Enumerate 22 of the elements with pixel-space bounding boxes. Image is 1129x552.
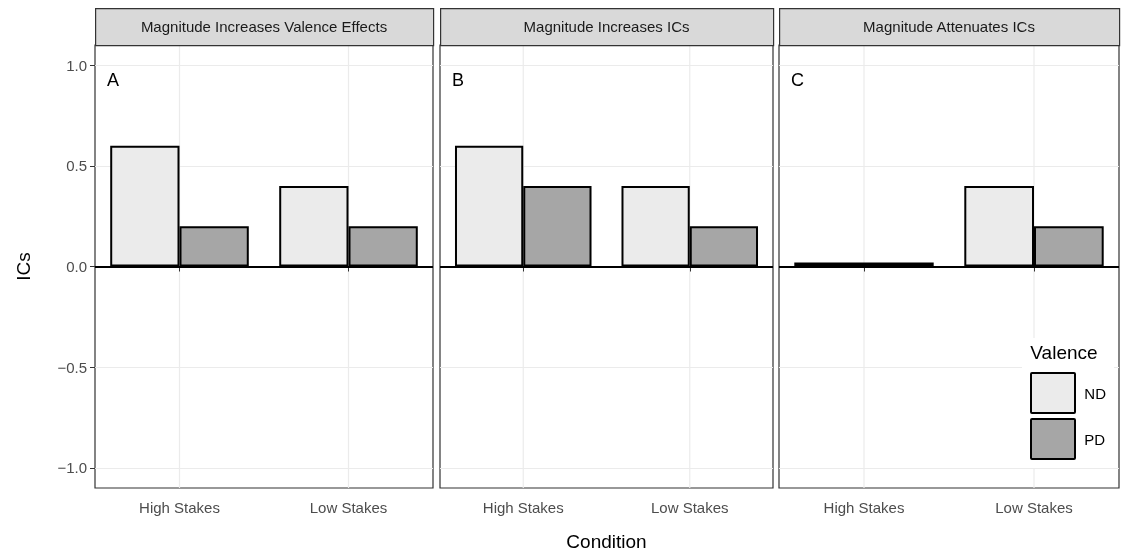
y-tick-label: −0.5 (57, 358, 87, 376)
annotation: A (107, 70, 120, 90)
x-tick-label: Low Stakes (995, 499, 1073, 516)
chart-title: Magnitude Increases Valence Effects (140, 18, 388, 35)
text: PD (1084, 430, 1106, 448)
x-tick-label: High Stakes (823, 499, 905, 516)
y-tick-label: 0.5 (66, 157, 87, 175)
y-tick-label: −1.0 (57, 459, 87, 477)
y-axis-title: ICs (13, 252, 34, 281)
x-tick-label: High Stakes (482, 499, 564, 516)
legend-title: Valence (1030, 342, 1099, 364)
chart-title: Magnitude Attenuates ICs (863, 18, 1035, 35)
x-tick-label: High Stakes (139, 499, 220, 516)
y-tick-label: 1.0 (66, 56, 87, 74)
x-tick-label: Low Stakes (650, 499, 729, 516)
annotation: C (791, 70, 804, 90)
x-tick-label: Low Stakes (309, 499, 388, 516)
annotation: B (452, 70, 465, 90)
text: ND (1084, 384, 1106, 402)
chart-title: Magnitude Increases ICs (523, 18, 690, 35)
y-tick-label: 0.0 (66, 258, 87, 275)
x-axis-title: Condition (566, 531, 647, 552)
